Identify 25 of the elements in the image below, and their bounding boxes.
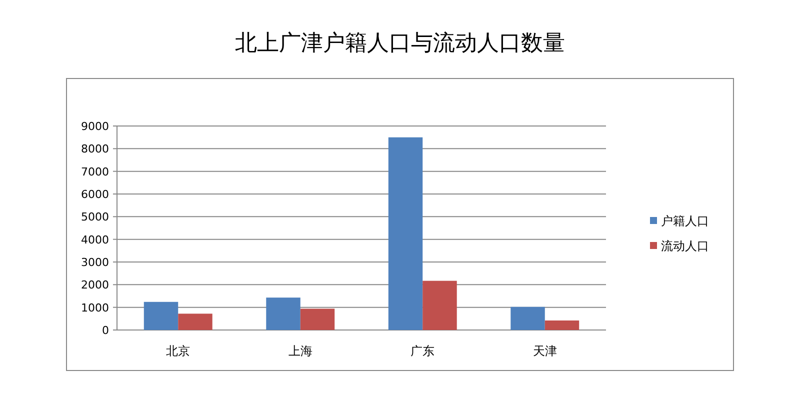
y-tick-label: 3000 (81, 256, 109, 269)
y-tick-label: 2000 (81, 278, 109, 292)
y-tick-label: 0 (102, 324, 109, 337)
legend-label: 户籍人口 (661, 214, 709, 228)
bar (300, 308, 335, 330)
y-tick-label: 1000 (81, 301, 109, 314)
y-tick-label: 8000 (81, 142, 109, 156)
legend-label: 流动人口 (661, 239, 709, 253)
bar (422, 280, 457, 330)
y-tick-label: 4000 (81, 233, 109, 246)
y-tick-label: 7000 (81, 165, 109, 178)
chart-title: 北上广津户籍人口与流动人口数量 (235, 31, 565, 56)
x-tick-label: 上海 (288, 344, 312, 358)
y-tick-label: 9000 (81, 120, 109, 133)
x-tick-label: 天津 (532, 344, 557, 358)
x-tick-label: 北京 (166, 344, 190, 358)
y-tick-label: 6000 (81, 188, 109, 201)
y-tick-label: 5000 (81, 210, 109, 224)
bar (544, 320, 580, 330)
bar (178, 314, 212, 330)
x-tick-label: 广东 (410, 344, 435, 358)
bar (388, 137, 423, 330)
bar (266, 298, 300, 330)
bar (144, 302, 178, 330)
bar (510, 306, 545, 330)
